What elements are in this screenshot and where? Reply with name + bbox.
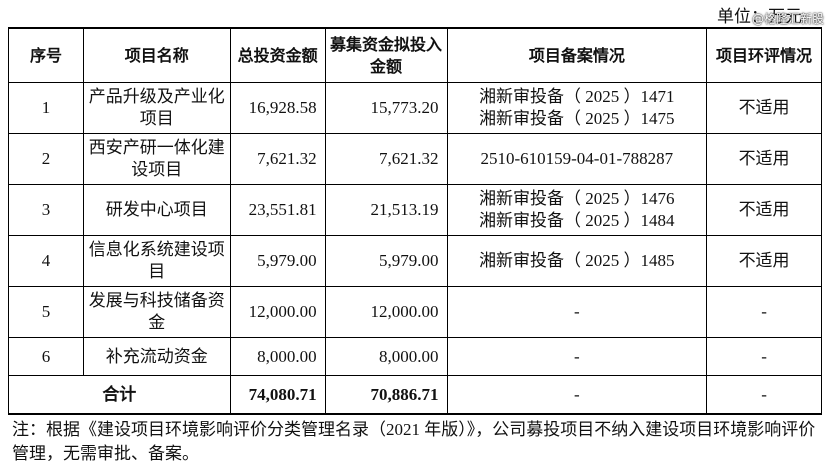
header-cell: 募集资金拟投入金额 (324, 27, 448, 83)
table-cell: 4 (8, 235, 84, 287)
filing-line: 湘新审投备（ 2025 ）1475 (479, 109, 675, 128)
table-cell: 西安产研一体化建设项目 (82, 133, 231, 185)
table-cell: 23,551.81 (229, 184, 326, 236)
header-cell: 总投资金额 (229, 27, 326, 83)
table-cell: 1 (8, 82, 84, 134)
table-cell: 湘新审投备（ 2025 ）1476 湘新审投备（ 2025 ）1484 (446, 184, 708, 236)
table-cell: 16,928.58 (229, 82, 326, 134)
table-cell: 2510-610159-04-01-788287 (446, 133, 708, 185)
table-cell: - (446, 337, 708, 376)
table-cell: 3 (8, 184, 84, 236)
header-row: 序号 项目名称 总投资金额 募集资金拟投入金额 项目备案情况 项目环评情况 (8, 27, 822, 83)
table-row: 2 西安产研一体化建设项目 7,621.32 7,621.32 2510-610159-… (8, 133, 822, 185)
total-cell: - (446, 375, 708, 415)
table-cell: 不适用 (706, 82, 822, 134)
table-cell: 不适用 (706, 184, 822, 236)
total-cell: - (706, 375, 822, 415)
note: 注：根据《建设项目环境影响评价分类管理名录（2021 年版）》，公司募投项目不纳… (12, 420, 816, 463)
table-cell: 5,979.00 (324, 235, 448, 287)
table-cell: 2 (8, 133, 84, 185)
filing-line: 湘新审投备（ 2025 ）1476 (479, 189, 675, 208)
total-cell: 合计 (8, 375, 231, 415)
header-cell: 序号 (8, 27, 84, 83)
table-cell: 8,000.00 (324, 337, 448, 376)
table-cell: 信息化系统建设项目 (82, 235, 231, 287)
table-cell: 21,513.19 (324, 184, 448, 236)
table-cell: - (706, 286, 822, 338)
total-cell: 74,080.71 (229, 375, 326, 415)
table-cell: 7,621.32 (324, 133, 448, 185)
table-row: 1 产品升级及产业化项目 16,928.58 15,773.20 湘新审投备（ 2025… (8, 82, 822, 134)
table-cell: 补充流动资金 (82, 337, 231, 376)
table-cell: 8,000.00 (229, 337, 326, 376)
table-cell: 12,000.00 (324, 286, 448, 338)
filing-line: 湘新审投备（ 2025 ）1484 (479, 211, 675, 230)
filing-line: - (573, 346, 580, 366)
header-cell: 项目环评情况 (706, 27, 822, 83)
total-cell: 70,886.71 (324, 375, 448, 415)
table-cell: - (446, 286, 708, 338)
table-row: 6 补充流动资金 8,000.00 8,000.00- - (8, 337, 822, 376)
table-cell: 湘新审投备（ 2025 ）1485 (446, 235, 708, 287)
table-row: 3 研发中心项目 23,551.81 21,513.19 湘新审投备（ 2025 ）14… (8, 184, 822, 236)
table-cell: 不适用 (706, 133, 822, 185)
header-cell: 项目名称 (82, 27, 231, 83)
filing-line: 湘新审投备（ 2025 ）1471 (479, 87, 675, 106)
table-cell: 产品升级及产业化项目 (82, 82, 231, 134)
filing-line: 湘新审投备（ 2025 ）1485 (479, 251, 675, 270)
header-cell: 项目备案情况 (446, 27, 708, 83)
watermark: @格隆汇新股 (751, 12, 824, 26)
table-cell: 研发中心项目 (82, 184, 231, 236)
filing-line: - (573, 302, 580, 321)
table-row: 4 信息化系统建设项目 5,979.00 5,979.00 湘新审投备（ 2025 ）1… (8, 235, 822, 287)
table-cell: - (706, 337, 822, 376)
table-cell: 5,979.00 (229, 235, 326, 287)
table-cell: 15,773.20 (324, 82, 448, 134)
fund-table: 序号 项目名称 总投资金额 募集资金拟投入金额 项目备案情况 项目环评情况 1 产品升级及产… (8, 27, 822, 415)
filing-line: 2510-610159-04-01-788287 (480, 149, 674, 168)
table-cell: 7,621.32 (229, 133, 326, 185)
table-row: 5 发展与科技储备资金 12,000.00 12,000.00- - (8, 286, 822, 338)
total-row: 合计 74,080.71 70,886.71- - (8, 375, 822, 415)
table-cell: 不适用 (706, 235, 822, 287)
table-cell: 湘新审投备（ 2025 ）1471 湘新审投备（ 2025 ）1475 (446, 82, 708, 134)
table-cell: 5 (8, 286, 84, 338)
table-cell: 12,000.00 (229, 286, 326, 338)
table-cell: 6 (8, 337, 84, 376)
table-cell: 发展与科技储备资金 (82, 286, 231, 338)
unit-label: 单位：万元 (717, 7, 802, 26)
